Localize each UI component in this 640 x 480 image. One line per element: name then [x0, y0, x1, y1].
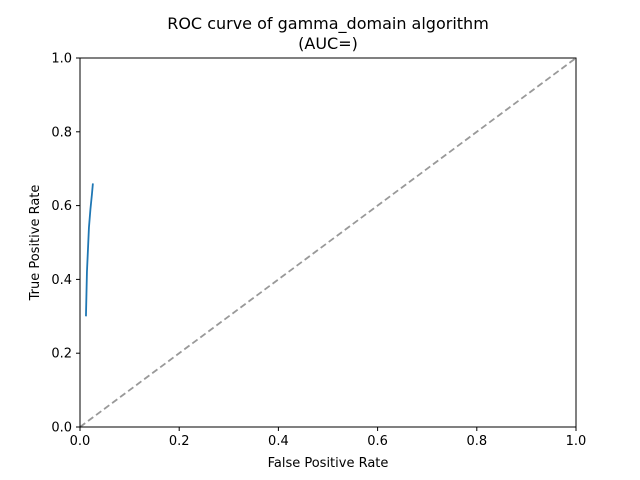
- chart-subtitle: (AUC=): [298, 34, 358, 53]
- y-axis-ticks: 0.0 0.2 0.4 0.6 0.8 1.0: [51, 52, 80, 436]
- y-tick-label: 0.8: [51, 125, 72, 140]
- x-axis-label: False Positive Rate: [268, 456, 389, 471]
- x-tick-label: 0.0: [70, 434, 91, 449]
- x-axis-ticks: 0.0 0.2 0.4 0.6 0.8 1.0: [70, 427, 587, 449]
- y-tick-label: 0.2: [51, 347, 72, 362]
- x-tick-label: 0.8: [466, 434, 487, 449]
- chance-diagonal-line: [79, 57, 577, 428]
- y-axis-label: True Positive Rate: [28, 185, 43, 302]
- x-tick-label: 0.2: [169, 434, 190, 449]
- x-tick-label: 0.4: [268, 434, 289, 449]
- y-tick-label: 1.0: [51, 52, 72, 67]
- y-tick-label: 0.0: [51, 421, 72, 436]
- plot-frame: [79, 57, 577, 428]
- x-tick-label: 1.0: [566, 434, 587, 449]
- y-tick-label: 0.4: [51, 273, 72, 288]
- series-layer: [79, 57, 577, 428]
- roc-curve-line: [85, 183, 94, 317]
- y-tick-label: 0.6: [51, 199, 72, 214]
- chart-title: ROC curve of gamma_domain algorithm: [167, 14, 489, 34]
- plot-area: [79, 57, 577, 428]
- x-tick-label: 0.6: [367, 434, 388, 449]
